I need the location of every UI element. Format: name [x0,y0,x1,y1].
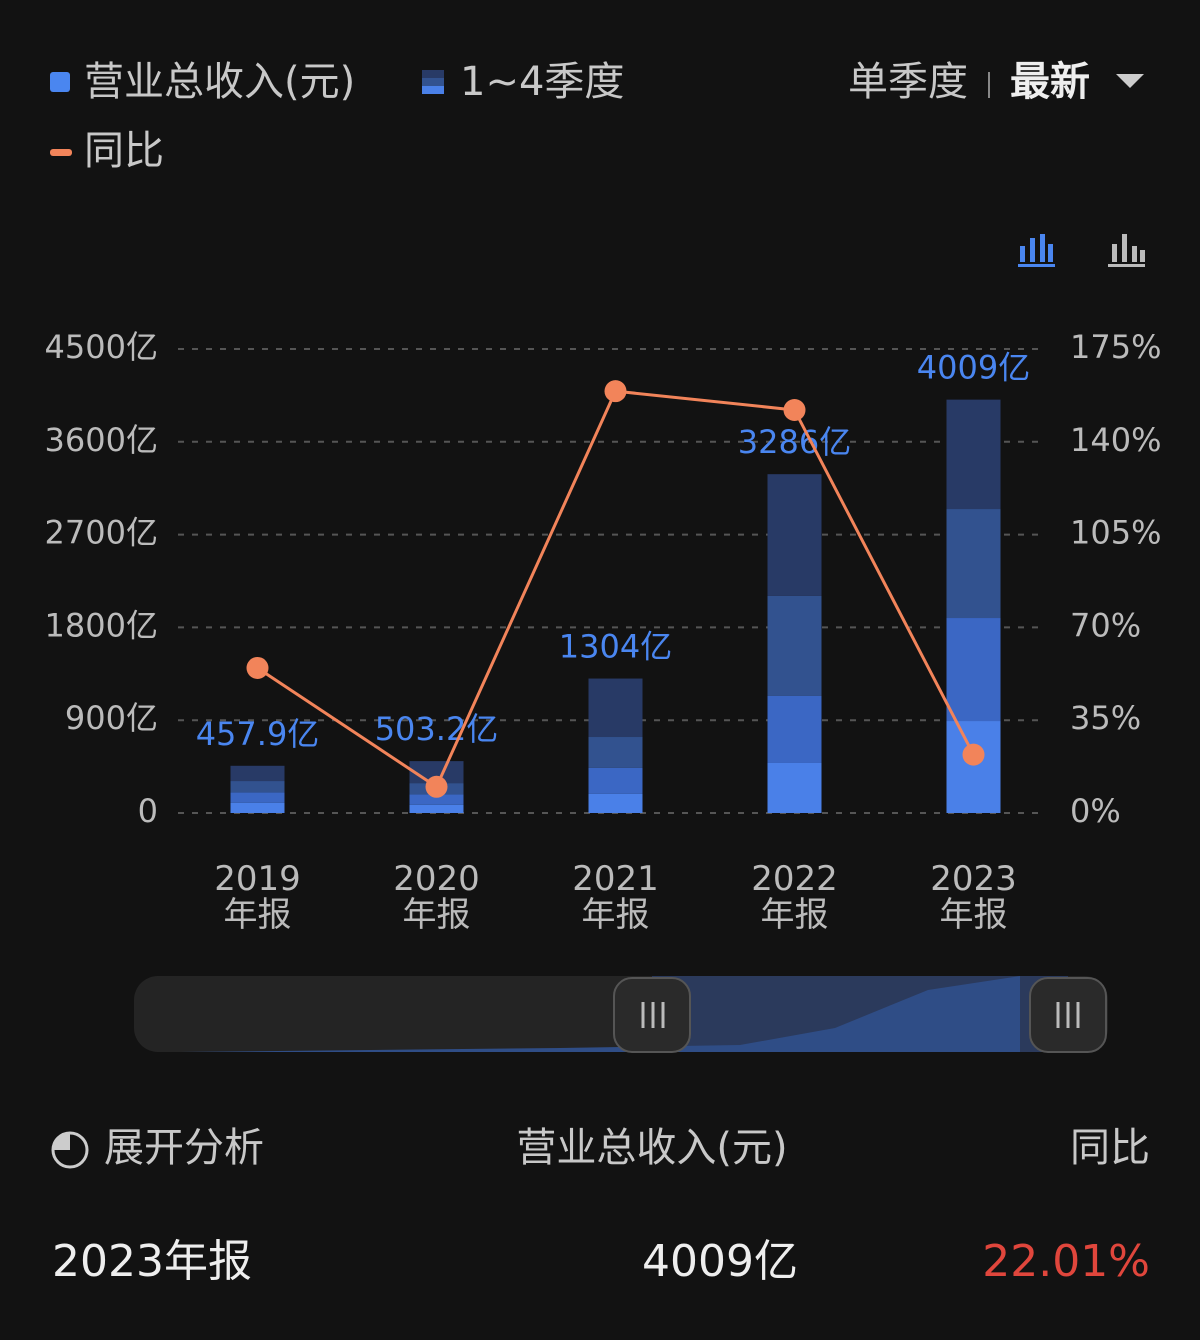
analysis-icon[interactable] [51,1131,89,1169]
y2-tick-label: 140% [1070,421,1161,459]
line-point [783,398,806,421]
bar-segment [230,792,285,803]
y2-tick-label: 0% [1070,792,1121,830]
bar-segment [230,765,285,782]
line-point [246,656,269,679]
bar-segment [588,793,643,813]
line-point [604,380,627,403]
line-point [425,775,448,798]
data-label: 3286亿 [738,423,851,461]
table-header[interactable]: 展开分析 [104,1125,264,1171]
bar-segment [409,804,464,813]
bar-segment [946,618,1001,722]
data-label: 503.2亿 [375,710,499,748]
dropdown-arrow[interactable] [1116,74,1144,88]
bar-segment [230,781,285,793]
bar-segment [767,762,822,813]
bar-segment [946,509,1001,619]
bar-segment [946,399,1001,510]
x-tick-label: 2019 年报 [214,859,301,935]
dropdown[interactable]: 最新 [1010,59,1090,105]
legend-label: 1~4季度 [460,59,624,105]
data-label: 1304亿 [559,628,672,666]
y-tick-label: 2700亿 [45,514,158,552]
bar-icon[interactable] [1108,234,1145,267]
y-tick-label: 900亿 [65,699,158,737]
bar-segment [230,802,285,813]
bar-segment [588,767,643,794]
bar-segment [767,695,822,763]
y2-tick-label: 105% [1070,514,1161,552]
x-tick-label: 2021 年报 [572,859,659,935]
bar-segment [767,474,822,596]
data-label: 4009亿 [917,349,1030,387]
y-tick-label: 0 [138,792,158,830]
table-header: 营业总收入(元) [516,1125,787,1171]
toggle[interactable]: 单季度 [848,59,968,105]
bar-segment [588,737,643,768]
y-tick-label: 4500亿 [45,328,158,366]
bar-segment [946,721,1001,813]
x-tick-label: 2022 年报 [751,859,838,935]
range-slider[interactable] [134,976,1108,1053]
data-label: 457.9亿 [196,715,320,753]
y-tick-label: 1800亿 [45,606,158,644]
bar-segment [588,678,643,738]
x-tick-label: 2020 年报 [393,859,480,935]
y2-tick-label: 175% [1070,328,1161,366]
bar-segment [767,595,822,696]
table-cell: 2023年报 [52,1236,252,1287]
stacked-icon[interactable] [1018,234,1055,267]
line-point [962,743,985,766]
legend-swatch [50,72,70,92]
y-tick-label: 3600亿 [45,421,158,459]
y2-tick-label: 35% [1070,699,1141,737]
legend-swatch [50,149,72,156]
legend-swatch [422,70,444,94]
legend-label: 同比 [84,128,164,174]
table-cell: 4009亿 [642,1236,798,1287]
x-tick-label: 2023 年报 [930,859,1017,935]
y2-tick-label: 70% [1070,606,1141,644]
bar-segment [409,794,464,805]
legend-label: 营业总收入(元) [84,59,355,105]
table-header: 同比 [1070,1125,1150,1171]
table-cell: 22.01% [982,1236,1150,1287]
